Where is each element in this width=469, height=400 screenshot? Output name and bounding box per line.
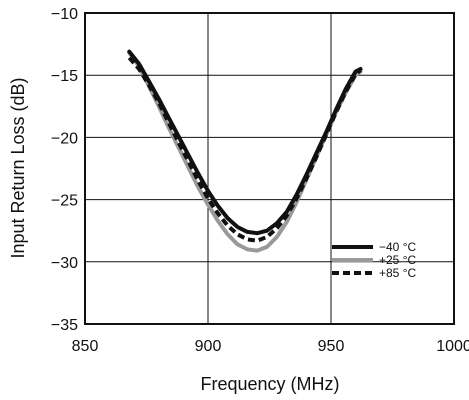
x-tick-label: 850	[72, 338, 99, 355]
y-tick-label: −20	[51, 130, 78, 147]
legend: −40 °C+25 °C+85 °C	[332, 240, 416, 280]
y-tick-label: −10	[51, 6, 78, 23]
x-tick-label: 1000	[436, 338, 469, 355]
series-lines	[129, 52, 360, 251]
x-tick-labels: 850 900 950 1000	[72, 338, 469, 355]
x-axis-title: Frequency (MHz)	[200, 374, 339, 394]
series-line-0	[129, 52, 360, 234]
y-tick-label: −35	[51, 317, 78, 334]
series-line-1	[129, 53, 360, 251]
legend-label-0: −40 °C	[379, 240, 416, 254]
y-tick-labels: −35 −30 −25 −20 −15 −10	[51, 6, 78, 334]
y-axis-title: Input Return Loss (dB)	[8, 77, 28, 258]
y-tick-label: −30	[51, 255, 78, 272]
legend-label-1: +25 °C	[379, 253, 416, 267]
x-tick-label: 950	[318, 338, 345, 355]
legend-label-2: +85 °C	[379, 266, 416, 280]
y-tick-label: −25	[51, 193, 78, 210]
x-tick-label: 900	[195, 338, 222, 355]
y-tick-label: −15	[51, 68, 78, 85]
series-line-2	[129, 58, 360, 241]
